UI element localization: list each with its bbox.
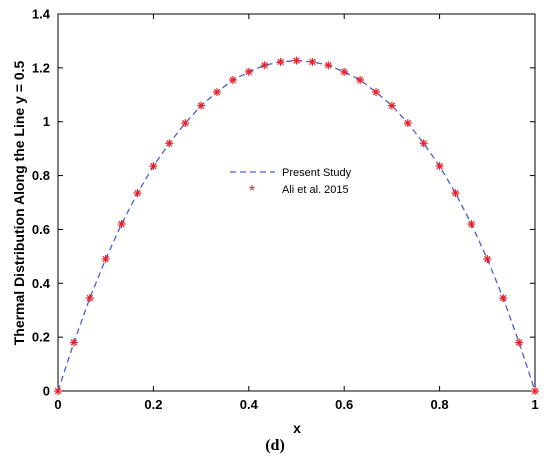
- data-point-ali-et-al: [181, 119, 190, 128]
- marker-stroke: [118, 220, 125, 228]
- marker-stroke: [452, 189, 459, 197]
- data-point-ali-et-al: [387, 101, 396, 110]
- marker-stroke: [484, 255, 491, 263]
- data-point-ali-et-al: [372, 88, 380, 97]
- y-tick-label: 0.8: [32, 168, 50, 183]
- data-point-ali-et-al: [133, 189, 142, 198]
- data-point-ali-et-al: [149, 162, 158, 171]
- x-tick-label: 0.4: [240, 397, 259, 412]
- data-point-ali-et-al: [213, 88, 221, 97]
- marker-stroke: [436, 162, 443, 170]
- y-tick-label: 1: [43, 114, 50, 129]
- data-point-ali-et-al: [54, 387, 62, 395]
- data-point-ali-et-al: [515, 338, 524, 347]
- marker-stroke: [229, 76, 237, 84]
- data-point-ali-et-al: [276, 57, 285, 66]
- series-line-present-study: [57, 59, 536, 392]
- data-point-ali-et-al: [101, 255, 110, 263]
- data-point-ali-et-al: [292, 56, 301, 65]
- x-tick-label: 0.2: [144, 397, 162, 412]
- axis-ticks: 0 0.2 0.4 0.6 0.8 1 0 0.2 0.4 0.6 0.8 1 1.2 1.4: [32, 7, 539, 413]
- data-point-ali-et-al: [308, 57, 317, 66]
- data-point-ali-et-al: [467, 220, 476, 228]
- data-point-ali-et-al: [435, 162, 444, 171]
- marker-stroke: [166, 140, 173, 147]
- legend-label-present-study: Present Study: [282, 167, 352, 179]
- data-point-ali-et-al: [165, 139, 174, 148]
- x-tick-label: 1: [531, 397, 538, 412]
- data-point-ali-et-al: [244, 67, 253, 76]
- figure-caption: (d): [265, 437, 285, 454]
- y-tick-label: 0.4: [32, 276, 51, 291]
- series-layer: [54, 56, 539, 395]
- data-point-ali-et-al: [324, 61, 333, 70]
- marker-stroke: [102, 255, 109, 263]
- marker-stroke: [86, 294, 94, 302]
- x-tick-label: 0: [54, 397, 61, 412]
- marker-stroke: [213, 88, 221, 96]
- data-point-ali-et-al: [197, 101, 206, 110]
- chart-svg: 0 0.2 0.4 0.6 0.8 1 0 0.2 0.4 0.6 0.8 1 1.2 1.4 x The…: [11, 7, 539, 436]
- data-point-ali-et-al: [340, 67, 349, 76]
- marker-stroke: [309, 58, 316, 66]
- marker-stroke: [325, 61, 332, 69]
- x-tick-label: 0.8: [431, 397, 449, 412]
- y-axis-label: Thermal Distribution Along the Line y = …: [11, 61, 27, 346]
- data-point-ali-et-al: [228, 76, 237, 84]
- y-tick-label: 1.2: [32, 60, 50, 75]
- data-point-ali-et-al: [499, 294, 508, 303]
- marker-stroke: [70, 339, 78, 346]
- y-tick-label: 1.4: [32, 7, 51, 22]
- data-point-ali-et-al: [451, 189, 460, 198]
- data-point-ali-et-al: [483, 255, 492, 263]
- marker-stroke: [293, 57, 300, 64]
- marker-stroke: [277, 58, 284, 66]
- plot-area: [57, 13, 536, 392]
- marker-stroke: [420, 140, 427, 147]
- data-point-ali-et-al: [419, 139, 428, 148]
- legend-label-ali-et-al: Ali et al. 2015: [282, 184, 349, 196]
- data-point-ali-et-al: [356, 76, 365, 84]
- y-tick-label: 0: [43, 384, 50, 399]
- y-tick-label: 0.2: [32, 330, 50, 345]
- marker-stroke: [404, 119, 412, 127]
- marker-stroke: [372, 88, 380, 96]
- marker-stroke: [181, 119, 189, 127]
- x-axis-label: x: [293, 420, 301, 436]
- marker-stroke: [356, 76, 364, 84]
- data-point-ali-et-al: [403, 119, 412, 128]
- data-point-ali-et-al: [531, 387, 539, 395]
- legend: Present Study * Ali et al. 2015: [230, 167, 352, 200]
- marker-stroke: [261, 61, 268, 69]
- marker-stroke: [388, 102, 396, 109]
- marker-stroke: [54, 387, 62, 395]
- marker-stroke: [340, 68, 348, 76]
- marker-stroke: [515, 339, 523, 346]
- marker-stroke: [245, 68, 253, 76]
- marker-stroke: [499, 294, 507, 302]
- x-tick-label: 0.6: [335, 397, 353, 412]
- plot-frame: [57, 13, 536, 392]
- marker-stroke: [134, 189, 141, 197]
- marker-stroke: [531, 387, 539, 395]
- marker-stroke: [197, 102, 205, 109]
- legend-marker-swatch: *: [249, 183, 255, 200]
- marker-stroke: [150, 162, 157, 170]
- data-point-ali-et-al: [260, 61, 269, 70]
- data-point-ali-et-al: [117, 220, 126, 228]
- data-point-ali-et-al: [69, 338, 78, 347]
- data-point-ali-et-al: [85, 294, 94, 303]
- marker-stroke: [468, 220, 475, 228]
- y-tick-label: 0.6: [32, 222, 50, 237]
